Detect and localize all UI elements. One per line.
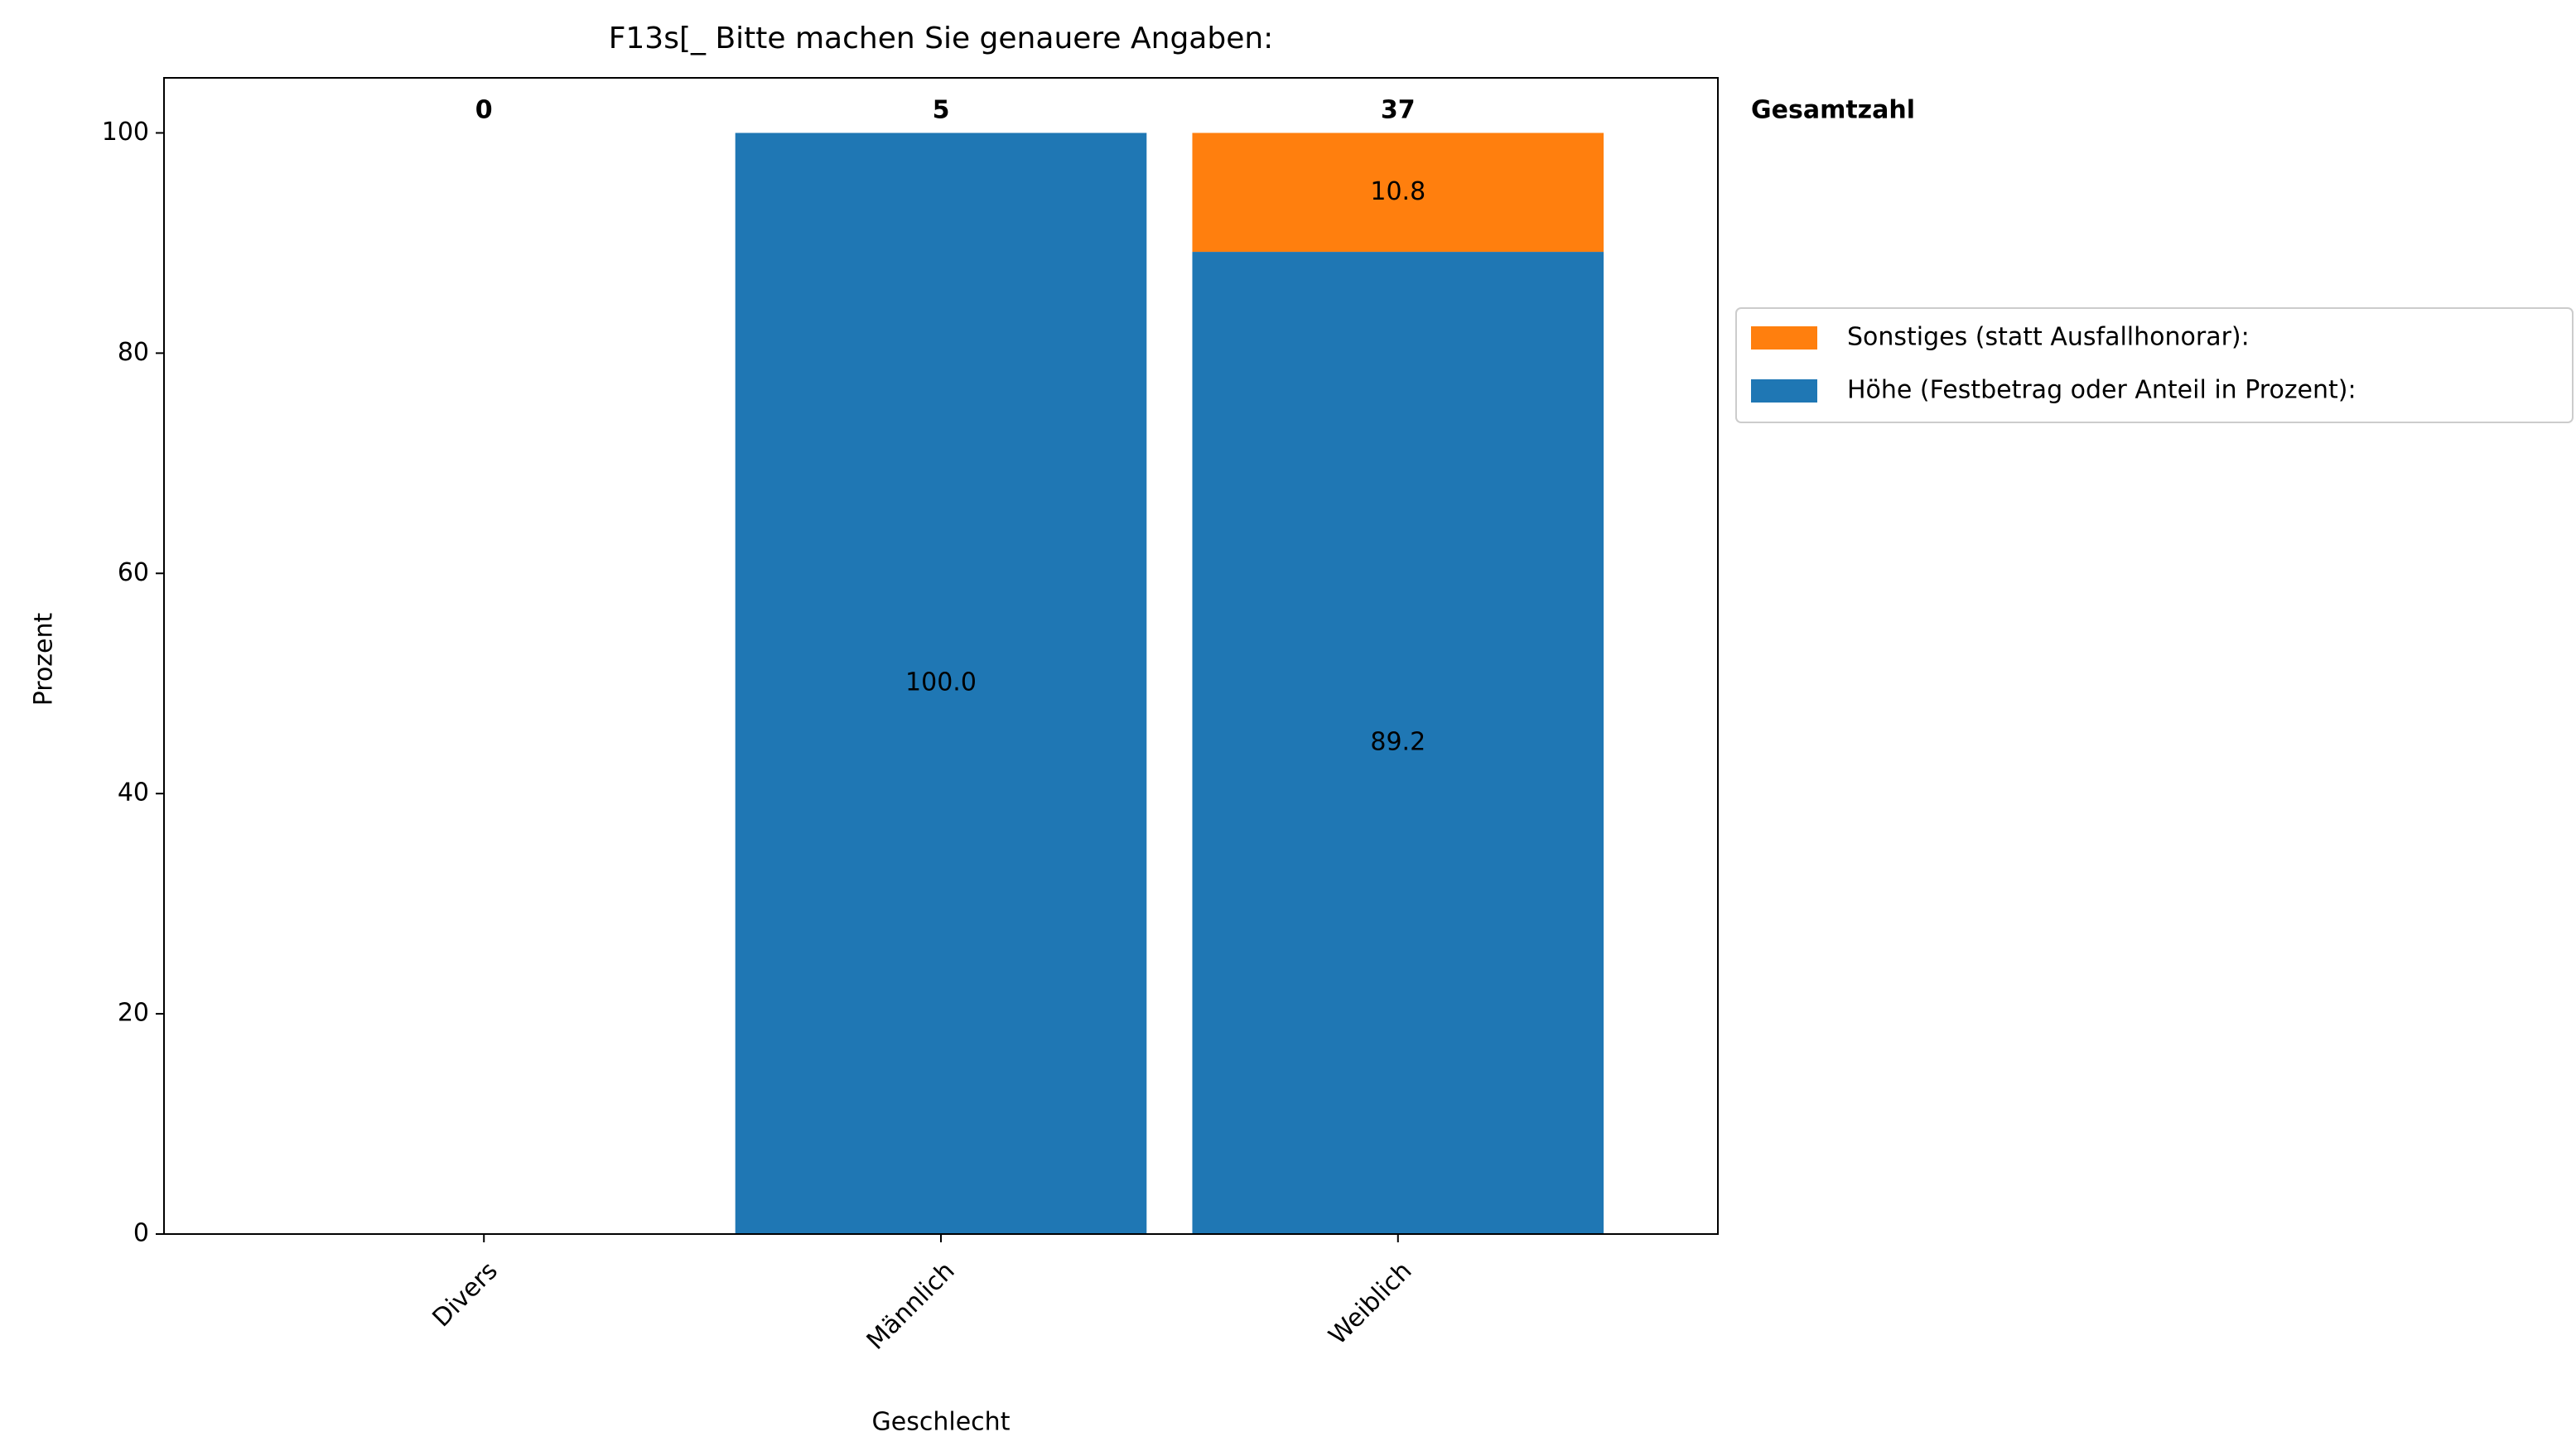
y-tick-label: 0 (133, 1219, 149, 1248)
total-label: 0 (475, 96, 493, 125)
data-label: 89.2 (1370, 728, 1425, 757)
legend-label: Höhe (Festbetrag oder Anteil in Prozent)… (1847, 376, 2357, 405)
y-tick-label: 60 (118, 558, 149, 587)
totals-label: Gesamtzahl (1751, 96, 1915, 125)
y-tick-label: 80 (118, 338, 149, 367)
bar-segment (735, 133, 1147, 1234)
plot-frame (163, 77, 1719, 1235)
total-label: 5 (933, 96, 950, 125)
data-label: 10.8 (1370, 177, 1425, 206)
data-label: 100.0 (905, 668, 977, 697)
chart-title: F13s[_ Bitte machen Sie genauere Angaben… (609, 22, 1274, 55)
y-tick-label: 100 (102, 118, 149, 147)
y-axis-label: Prozent (30, 612, 59, 706)
legend-label: Sonstiges (statt Ausfallhonorar): (1847, 323, 2250, 352)
total-label: 37 (1381, 96, 1416, 125)
bar-segment (1192, 252, 1604, 1235)
x-tick-label: Divers (427, 1256, 504, 1333)
x-tick-label: Männlich (861, 1256, 961, 1356)
y-tick-label: 40 (118, 779, 149, 808)
bar-segment (1192, 133, 1604, 253)
legend-swatch (1751, 379, 1817, 403)
x-tick-label: Weiblich (1324, 1256, 1418, 1351)
legend-box (1735, 307, 2574, 423)
x-axis-label: Geschlecht (872, 1408, 1011, 1437)
y-tick-label: 20 (118, 999, 149, 1028)
legend-swatch (1751, 326, 1817, 350)
